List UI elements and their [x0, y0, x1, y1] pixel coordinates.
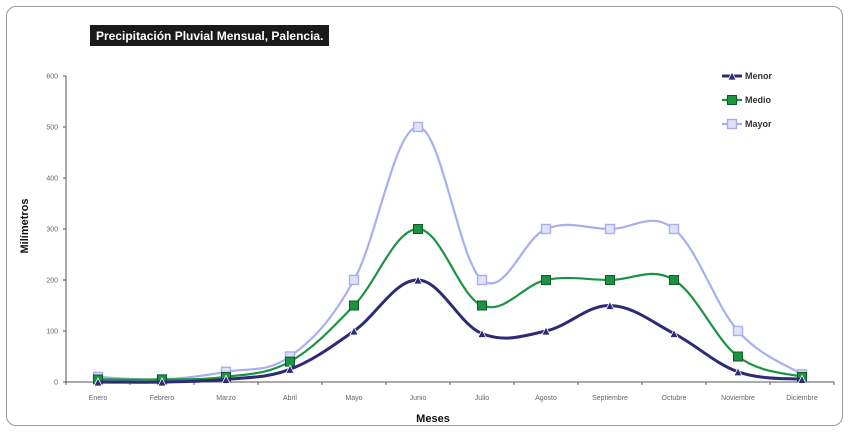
legend-swatch-marker — [727, 71, 737, 81]
x-tick-label: Enero — [89, 395, 108, 402]
data-point — [605, 300, 615, 310]
x-tick-label: Diciembre — [786, 395, 818, 402]
data-point — [349, 326, 359, 336]
x-axis-title: Meses — [416, 413, 450, 425]
legend-label: Medio — [745, 95, 772, 105]
y-tick-label: 100 — [46, 329, 58, 336]
data-point — [540, 223, 552, 235]
legend-label: Menor — [745, 71, 772, 81]
legend-label: Mayor — [745, 119, 772, 129]
x-tick-label: Octubre — [662, 395, 687, 402]
x-tick-label: Junio — [410, 395, 427, 402]
y-tick-label: 300 — [46, 227, 58, 234]
series-mayor — [92, 121, 808, 385]
data-point — [797, 374, 807, 384]
data-point — [477, 300, 487, 311]
data-point — [669, 275, 679, 285]
x-tick-label: Julio — [475, 395, 490, 402]
data-point — [93, 377, 103, 387]
data-point — [605, 275, 615, 285]
y-tick-label: 200 — [46, 278, 58, 285]
legend-item-medio: Medio — [722, 95, 772, 105]
data-point — [157, 377, 167, 387]
y-axis-ticks: 0 100 200 300 400 500 600 — [46, 74, 66, 387]
data-point — [413, 275, 423, 285]
data-point — [541, 275, 551, 285]
y-axis-title: Milímetros — [19, 198, 31, 253]
data-point — [668, 223, 680, 235]
y-tick-label: 500 — [46, 125, 58, 132]
x-tick-label: Marzo — [216, 395, 236, 402]
series-line — [97, 125, 803, 381]
data-point — [541, 326, 551, 336]
chart-title: Precipitación Pluvial Mensual, Palencia. — [96, 29, 323, 43]
data-point — [413, 224, 423, 234]
legend-swatch-marker — [727, 95, 737, 105]
data-point — [476, 274, 488, 286]
legend-item-menor: Menor — [722, 71, 772, 81]
data-point — [477, 328, 487, 338]
data-point — [412, 121, 424, 133]
legend-swatch-marker — [726, 118, 738, 130]
x-tick-label: Mayo — [345, 395, 362, 402]
data-point — [604, 223, 616, 235]
data-point — [221, 374, 231, 384]
series-line — [97, 278, 803, 384]
x-tick-label: Septiembre — [592, 395, 628, 402]
data-point — [669, 328, 679, 338]
x-tick-label: Noviembre — [721, 395, 755, 402]
y-tick-label: 0 — [54, 380, 58, 387]
data-point — [349, 300, 359, 311]
y-tick-label: 400 — [46, 176, 58, 183]
chart-frame — [6, 6, 843, 426]
data-point — [348, 274, 360, 286]
y-tick-label: 600 — [46, 74, 58, 81]
series — [92, 121, 808, 387]
data-point — [733, 351, 743, 362]
data-point — [733, 366, 743, 377]
data-point — [732, 325, 744, 337]
series-menor — [93, 275, 807, 387]
data-point — [285, 364, 295, 374]
x-tick-label: Febrero — [150, 395, 175, 402]
x-tick-label: Abril — [283, 395, 297, 402]
legend: Menor Medio Mayor — [722, 71, 772, 130]
x-tick-label: Agosto — [535, 395, 557, 402]
x-axis-ticks: Enero Febrero Marzo Abril Mayo Junio Julio Agos… — [65, 382, 835, 402]
legend-item-mayor: Mayor — [722, 118, 772, 130]
chart-title-box: Precipitación Pluvial Mensual, Palencia. — [90, 25, 329, 46]
